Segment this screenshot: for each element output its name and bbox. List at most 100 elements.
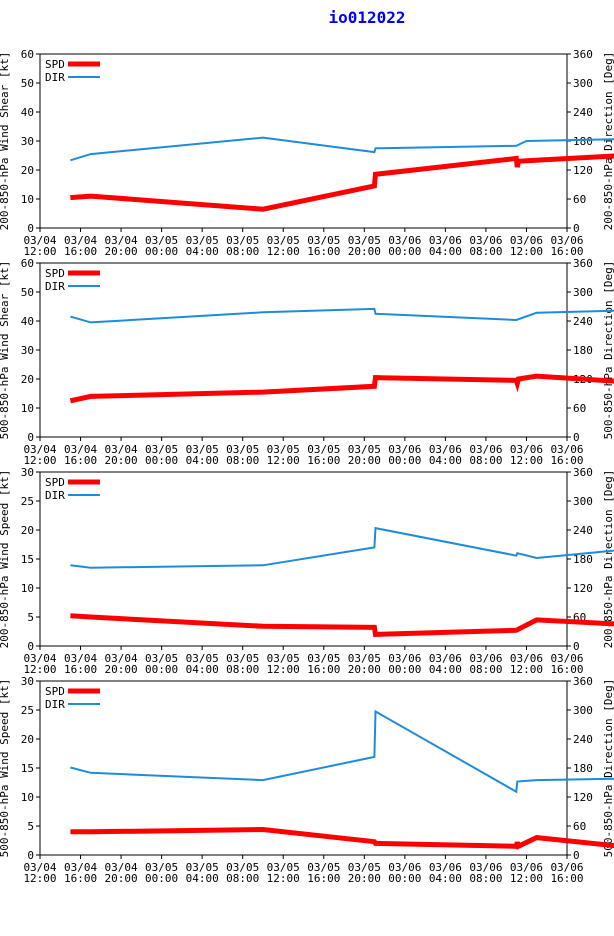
x-tick-label-time: 00:00 <box>145 245 178 258</box>
right-tick-label: 180 <box>573 553 593 566</box>
x-tick-label-time: 08:00 <box>226 872 259 885</box>
left-tick-label: 20 <box>21 733 34 746</box>
right-tick-label: 120 <box>573 791 593 804</box>
x-tick-label-date: 03/06 <box>388 443 421 456</box>
x-tick-label-date: 03/06 <box>429 652 462 665</box>
x-tick-label-time: 16:00 <box>307 245 340 258</box>
x-tick-label-time: 08:00 <box>469 872 502 885</box>
chart-panel-4: 05101520253006012018024030036003/0412:00… <box>0 675 614 885</box>
legend-label-dir: DIR <box>45 489 65 502</box>
x-tick-label-date: 03/05 <box>267 861 300 874</box>
left-axis-label: 200-850-hPa Wind Speed [kt] <box>0 470 11 649</box>
left-axis-label: 500-850-hPa Wind Speed [kt] <box>0 679 11 858</box>
left-tick-label: 25 <box>21 704 34 717</box>
left-tick-label: 40 <box>21 106 34 119</box>
left-tick-label: 0 <box>27 431 34 444</box>
right-tick-label: 0 <box>573 849 580 862</box>
x-tick-label-date: 03/05 <box>267 652 300 665</box>
x-tick-label-time: 16:00 <box>64 872 97 885</box>
left-tick-label: 50 <box>21 286 34 299</box>
plot-frame <box>39 262 568 438</box>
x-tick-label-date: 03/06 <box>388 861 421 874</box>
x-tick-label-date: 03/04 <box>64 861 97 874</box>
x-tick-label-date: 03/06 <box>550 861 583 874</box>
left-tick-label: 50 <box>21 77 34 90</box>
x-tick-label-date: 03/06 <box>469 443 502 456</box>
x-tick-label-date: 03/05 <box>145 652 178 665</box>
right-tick-label: 60 <box>573 193 586 206</box>
x-tick-label-time: 12:00 <box>267 872 300 885</box>
left-tick-label: 60 <box>21 257 34 270</box>
x-tick-label-date: 03/05 <box>267 234 300 247</box>
right-tick-label: 0 <box>573 222 580 235</box>
x-tick-label-time: 08:00 <box>469 663 502 676</box>
x-tick-label-time: 04:00 <box>186 454 219 467</box>
x-tick-label-date: 03/06 <box>429 443 462 456</box>
dir-series-line <box>70 709 614 794</box>
x-tick-label-time: 04:00 <box>186 663 219 676</box>
chart-panel-2: 010203040506006012018024030036003/0412:0… <box>0 257 614 467</box>
x-tick-label-date: 03/05 <box>226 443 259 456</box>
x-tick-label-time: 12:00 <box>23 872 56 885</box>
chart-panel-3: 05101520253006012018024030036003/0412:00… <box>0 466 614 676</box>
x-tick-label-date: 03/04 <box>23 234 56 247</box>
x-tick-label-time: 08:00 <box>469 245 502 258</box>
left-tick-label: 0 <box>27 849 34 862</box>
left-axis-label: 500-850-hPa Wind Shear [kt] <box>0 261 11 440</box>
x-tick-label-time: 12:00 <box>510 872 543 885</box>
x-tick-label-date: 03/04 <box>64 443 97 456</box>
chart-panel-1: 010203040506006012018024030036003/0412:0… <box>0 48 614 258</box>
x-tick-label-time: 16:00 <box>307 454 340 467</box>
legend-label-spd: SPD <box>45 476 65 489</box>
spd-series-line <box>70 826 614 850</box>
x-tick-label-time: 08:00 <box>226 454 259 467</box>
x-tick-label-date: 03/04 <box>23 652 56 665</box>
right-tick-label: 0 <box>573 431 580 444</box>
x-tick-label-date: 03/05 <box>307 861 340 874</box>
x-tick-label-date: 03/04 <box>23 861 56 874</box>
left-tick-label: 20 <box>21 524 34 537</box>
right-tick-label: 180 <box>573 762 593 775</box>
x-tick-label-time: 00:00 <box>388 872 421 885</box>
x-tick-label-date: 03/04 <box>64 234 97 247</box>
right-tick-label: 240 <box>573 733 593 746</box>
left-tick-label: 10 <box>21 193 34 206</box>
x-tick-label-date: 03/05 <box>186 861 219 874</box>
right-tick-label: 240 <box>573 315 593 328</box>
right-tick-label: 360 <box>573 48 593 61</box>
x-tick-label-time: 00:00 <box>145 872 178 885</box>
left-axis-label: 200-850-hPa Wind Shear [kt] <box>0 52 11 231</box>
left-tick-label: 40 <box>21 315 34 328</box>
x-tick-label-time: 12:00 <box>23 663 56 676</box>
x-tick-label-time: 12:00 <box>510 454 543 467</box>
plot-frame <box>39 680 568 856</box>
right-tick-label: 300 <box>573 286 593 299</box>
x-tick-label-date: 03/05 <box>145 861 178 874</box>
x-tick-label-date: 03/05 <box>145 443 178 456</box>
right-tick-label: 300 <box>573 77 593 90</box>
x-tick-label-time: 20:00 <box>348 663 381 676</box>
x-tick-label-date: 03/06 <box>469 861 502 874</box>
x-tick-label-time: 08:00 <box>226 245 259 258</box>
x-tick-label-time: 20:00 <box>348 454 381 467</box>
x-tick-label-time: 20:00 <box>105 454 138 467</box>
x-tick-label-time: 04:00 <box>429 245 462 258</box>
right-axis-label: 200-850-hPa Direction [Deg] <box>602 470 614 649</box>
x-tick-label-time: 12:00 <box>267 454 300 467</box>
x-tick-label-time: 16:00 <box>307 663 340 676</box>
x-tick-label-date: 03/06 <box>429 234 462 247</box>
x-tick-label-time: 20:00 <box>105 663 138 676</box>
x-tick-label-time: 00:00 <box>388 245 421 258</box>
x-tick-label-time: 16:00 <box>64 454 97 467</box>
page-title: io012022 <box>328 8 406 27</box>
x-tick-label-date: 03/06 <box>469 652 502 665</box>
x-tick-label-date: 03/05 <box>267 443 300 456</box>
x-tick-label-time: 16:00 <box>550 663 583 676</box>
x-tick-label-time: 00:00 <box>145 454 178 467</box>
right-tick-label: 120 <box>573 164 593 177</box>
right-tick-label: 300 <box>573 704 593 717</box>
x-tick-label-time: 20:00 <box>105 872 138 885</box>
left-tick-label: 5 <box>27 611 34 624</box>
x-tick-label-date: 03/06 <box>510 443 543 456</box>
